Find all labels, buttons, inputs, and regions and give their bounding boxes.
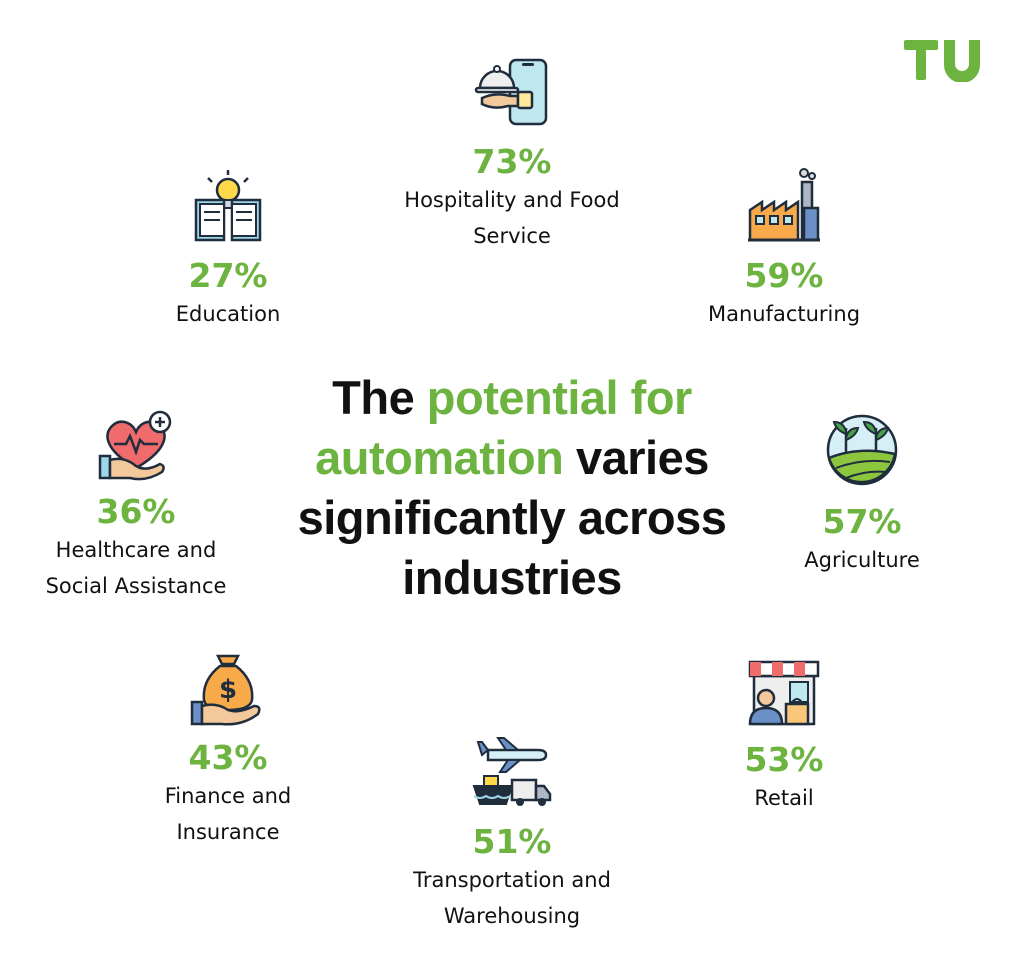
title-part-1: The: [332, 371, 427, 424]
transport-label-line-2: Warehousing: [443, 904, 581, 928]
education-percent: 27%: [188, 256, 268, 295]
manufacturing-label: Manufacturing: [707, 302, 861, 326]
transport-percent: 51%: [472, 822, 552, 861]
industry-hospitality: 73% Hospitality and Food Service: [372, 58, 652, 254]
farm-field-icon: [826, 414, 898, 486]
industry-agriculture: 57% Agriculture: [776, 412, 948, 578]
hospitality-label-line-1: Hospitality and Food: [404, 188, 620, 212]
plane-ship-truck-icon: [472, 737, 552, 806]
agriculture-label: Agriculture: [804, 548, 920, 572]
retail-percent: 53%: [744, 740, 824, 779]
industry-finance: $ 43% Finance and Insurance: [120, 652, 336, 850]
heart-hand-icon: [98, 410, 172, 481]
title-accent: potential for automation: [315, 371, 692, 484]
title-part-2: varies significantly across industries: [297, 431, 727, 604]
svg-text:$: $: [219, 675, 237, 705]
agriculture-percent: 57%: [822, 502, 902, 541]
hospitality-percent: 73%: [472, 142, 552, 181]
healthcare-percent: 36%: [96, 492, 176, 531]
healthcare-label-line-2: Social Assistance: [45, 574, 227, 598]
factory-icon: [748, 168, 820, 242]
industry-transport: 51% Transportation and Warehousing: [372, 734, 652, 934]
industry-retail: 53% Retail: [684, 652, 884, 816]
industry-education: 27% Education: [120, 168, 336, 332]
healthcare-label-line-1: Healthcare and: [55, 538, 217, 562]
storefront-icon: [748, 660, 820, 726]
page-title: The potential for automation varies sign…: [262, 368, 762, 608]
tu-logo: [904, 40, 980, 82]
education-label: Education: [175, 302, 281, 326]
finance-label-line-2: Insurance: [176, 820, 280, 844]
book-lightbulb-icon: [194, 170, 262, 242]
industry-manufacturing: 59% Manufacturing: [672, 168, 896, 332]
manufacturing-percent: 59%: [744, 256, 824, 295]
food-service-icon: [474, 58, 548, 126]
finance-percent: 43%: [188, 738, 268, 777]
money-bag-hand-icon: $: [190, 654, 261, 726]
finance-label-line-1: Finance and: [164, 784, 292, 808]
retail-label: Retail: [754, 786, 814, 810]
hospitality-label-line-2: Service: [473, 224, 551, 248]
industry-healthcare: 36% Healthcare and Social Assistance: [20, 410, 252, 604]
transport-label-line-1: Transportation and: [413, 868, 611, 892]
